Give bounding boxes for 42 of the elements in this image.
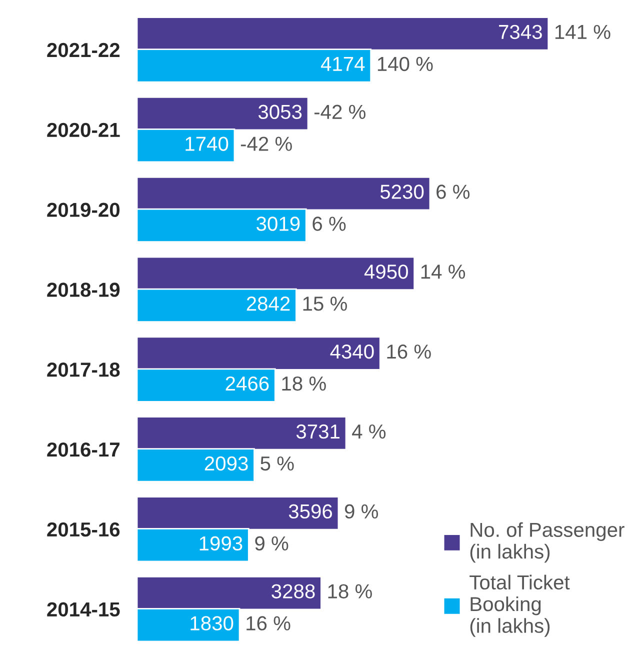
annotation: 140 % [378,56,433,72]
y-tick-label: 2014-15 [47,602,120,617]
data-label: 3731 [296,424,340,439]
data-label: 2842 [246,296,290,311]
data-label: 1993 [200,536,242,551]
y-tick-label: 2016-17 [47,442,120,457]
y-tick-label: 2015-16 [47,522,120,537]
data-label: 3053 [258,104,302,120]
annotation: 16 % [246,616,290,630]
annotation: 18 % [282,376,326,391]
annotation: 16 % [387,344,431,359]
annotation: -42 % [314,104,366,119]
annotation: -42 % [240,136,292,151]
data-label: 4174 [320,57,365,71]
legend-label: Total Ticket Booking (in lakhs) [470,574,570,637]
data-label: 1740 [186,136,228,151]
annotation: 14 % [421,264,466,279]
annotation: 6 % [436,184,470,199]
data-label: 7343 [499,24,542,40]
annotation: 15 % [303,296,347,311]
data-label: 3019 [256,216,300,231]
y-tick-label: 2018-19 [47,282,120,297]
data-label: 4950 [364,264,408,279]
annotation: 6 % [312,216,346,231]
data-label: 3596 [288,504,332,519]
annotation: 141 % [555,24,610,40]
annotation: 4 % [352,424,386,439]
data-label: 4340 [330,344,374,359]
data-label: 2093 [204,456,248,471]
annotation: 9 % [344,504,378,519]
data-label: 1830 [190,616,234,630]
y-tick-label: 2021-22 [47,42,120,58]
data-label: 3288 [272,584,315,598]
annotation: 5 % [260,456,294,471]
y-tick-label: 2020-21 [47,122,120,138]
y-tick-label: 2019-20 [47,202,120,217]
y-tick-label: 2017-18 [47,362,120,377]
legend-label: No. of Passenger (in lakhs) [470,522,624,563]
data-label: 5230 [380,184,424,199]
annotation: 18 % [328,584,372,598]
annotation: 9 % [255,536,288,551]
data-label: 2466 [226,376,269,391]
